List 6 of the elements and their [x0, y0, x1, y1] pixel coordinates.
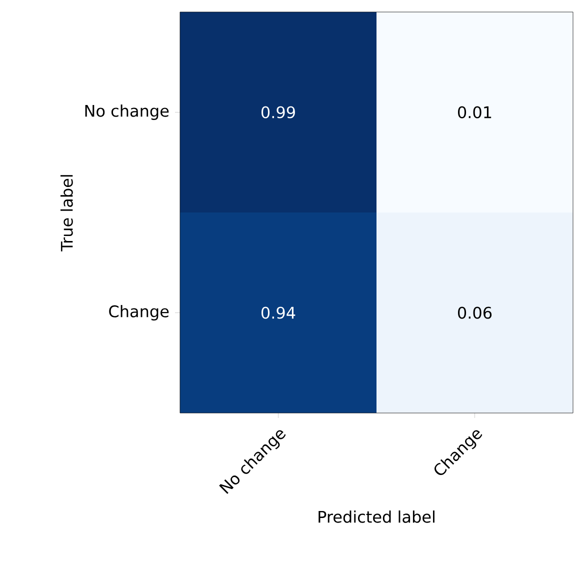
data-label: 0.99 — [262, 106, 295, 118]
data-label: 0.01 — [458, 106, 492, 118]
y-axis-title: True label — [60, 175, 73, 252]
data-label: 0.94 — [262, 306, 296, 319]
data-label: 0.06 — [458, 306, 492, 319]
x-axis-title: Predicted label — [318, 510, 434, 523]
